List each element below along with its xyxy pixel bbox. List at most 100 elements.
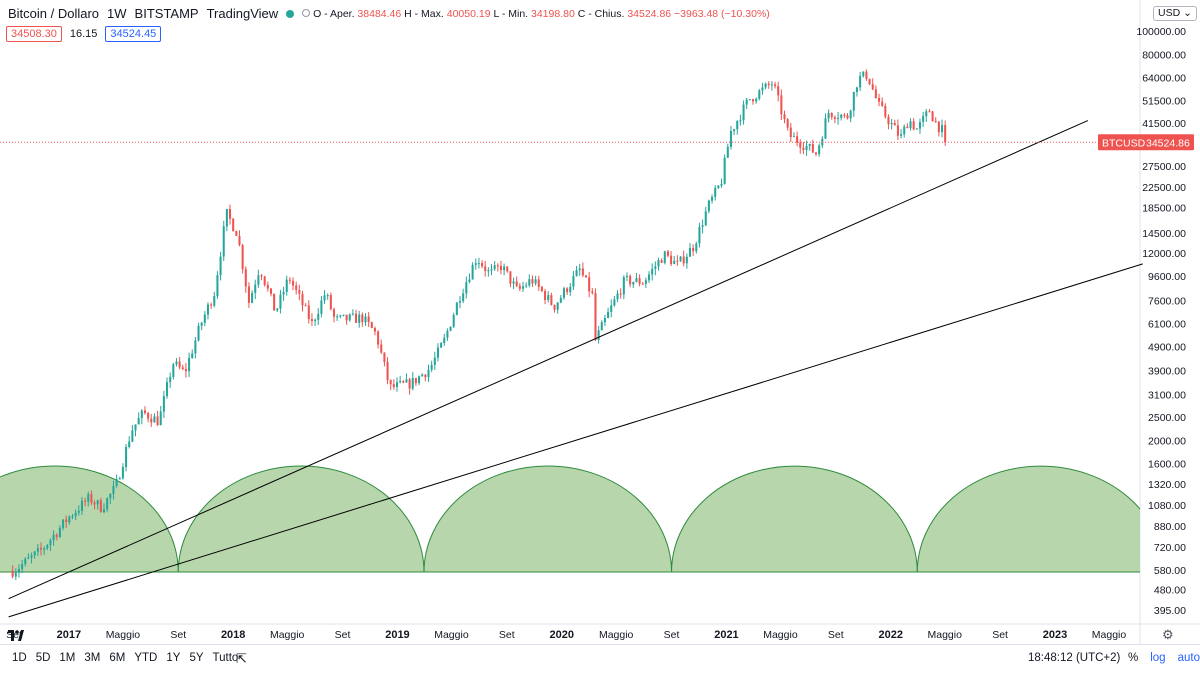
- candle[interactable]: [238, 230, 241, 247]
- price-chart[interactable]: BTCUSD 34524.86100000.0080000.0064000.005…: [0, 0, 1200, 644]
- candle[interactable]: [33, 550, 36, 559]
- cycle-arc-shape[interactable]: [0, 465, 179, 573]
- candle[interactable]: [468, 273, 471, 284]
- candle[interactable]: [562, 286, 565, 300]
- candle[interactable]: [310, 313, 313, 326]
- candle[interactable]: [871, 78, 874, 91]
- candle[interactable]: [736, 120, 739, 135]
- candle[interactable]: [295, 281, 298, 295]
- candle[interactable]: [912, 118, 915, 131]
- candle[interactable]: [654, 261, 657, 276]
- candle[interactable]: [789, 122, 792, 142]
- candle[interactable]: [792, 132, 795, 138]
- candle[interactable]: [197, 322, 200, 342]
- candle[interactable]: [241, 243, 244, 274]
- candle[interactable]: [427, 364, 430, 382]
- candle[interactable]: [874, 85, 877, 99]
- candle[interactable]: [87, 491, 90, 507]
- candle[interactable]: [688, 243, 692, 257]
- candle[interactable]: [263, 275, 266, 287]
- candle[interactable]: [317, 308, 320, 325]
- candle[interactable]: [52, 530, 55, 546]
- candle[interactable]: [102, 503, 106, 514]
- candle[interactable]: [370, 321, 373, 329]
- candle[interactable]: [770, 81, 773, 91]
- candle[interactable]: [314, 318, 317, 327]
- candle[interactable]: [833, 115, 836, 124]
- candle[interactable]: [298, 284, 301, 301]
- candle[interactable]: [251, 290, 254, 304]
- candle[interactable]: [411, 372, 414, 391]
- candle[interactable]: [594, 288, 597, 342]
- candle[interactable]: [395, 377, 399, 392]
- candle[interactable]: [229, 204, 232, 225]
- candle[interactable]: [222, 220, 225, 261]
- candle[interactable]: [884, 103, 887, 119]
- candle[interactable]: [619, 288, 622, 299]
- candle[interactable]: [68, 515, 71, 525]
- candle[interactable]: [906, 123, 909, 129]
- candle[interactable]: [181, 364, 184, 371]
- candle[interactable]: [405, 373, 408, 383]
- cycle-arc[interactable]: [671, 465, 918, 573]
- candle[interactable]: [673, 256, 676, 265]
- candle[interactable]: [11, 565, 14, 579]
- candle[interactable]: [588, 271, 591, 298]
- candle[interactable]: [232, 217, 235, 232]
- candle[interactable]: [692, 244, 695, 256]
- timeframe-5d[interactable]: 5D: [35, 652, 51, 664]
- candle[interactable]: [666, 250, 669, 258]
- candle[interactable]: [755, 97, 758, 104]
- candle[interactable]: [471, 262, 474, 280]
- candle[interactable]: [641, 281, 644, 285]
- candle[interactable]: [326, 293, 329, 300]
- candle[interactable]: [194, 336, 197, 359]
- candle[interactable]: [893, 119, 896, 126]
- candle[interactable]: [827, 109, 830, 123]
- candle[interactable]: [17, 564, 20, 578]
- candle[interactable]: [55, 533, 58, 541]
- candle[interactable]: [613, 295, 616, 307]
- candle[interactable]: [367, 312, 370, 327]
- candle[interactable]: [62, 519, 65, 531]
- calendar-range-icon[interactable]: ⇱: [236, 651, 247, 666]
- candle[interactable]: [915, 128, 918, 130]
- timeframe-1m[interactable]: 1M: [59, 652, 76, 664]
- candle[interactable]: [799, 139, 802, 154]
- candle[interactable]: [515, 276, 518, 288]
- candle[interactable]: [121, 463, 124, 480]
- candle[interactable]: [465, 276, 468, 299]
- candle[interactable]: [58, 525, 61, 539]
- candle[interactable]: [449, 326, 452, 332]
- candle[interactable]: [99, 497, 102, 513]
- candle[interactable]: [802, 141, 805, 155]
- candle[interactable]: [607, 307, 610, 319]
- symbol-name[interactable]: Bitcoin / Dollaro: [8, 6, 100, 21]
- candle[interactable]: [184, 362, 187, 378]
- candle[interactable]: [814, 152, 818, 157]
- candle[interactable]: [210, 302, 213, 310]
- candle[interactable]: [96, 499, 99, 510]
- candle[interactable]: [140, 409, 143, 425]
- candle[interactable]: [852, 91, 855, 117]
- candle[interactable]: [597, 326, 600, 344]
- candle[interactable]: [159, 406, 162, 426]
- sell-price-button[interactable]: 34508.30: [6, 26, 62, 42]
- candle[interactable]: [235, 230, 238, 237]
- auto-scale-button[interactable]: auto: [1177, 652, 1200, 664]
- timeframe-1y[interactable]: 1Y: [166, 652, 181, 664]
- candle[interactable]: [496, 263, 499, 272]
- candle[interactable]: [837, 111, 840, 125]
- candle[interactable]: [720, 178, 723, 188]
- candle[interactable]: [276, 308, 279, 313]
- percent-scale-button[interactable]: %: [1128, 652, 1139, 664]
- candle[interactable]: [257, 269, 260, 288]
- candle[interactable]: [717, 185, 720, 190]
- timeframe-ytd[interactable]: YTD: [134, 652, 158, 664]
- candle[interactable]: [726, 143, 729, 158]
- candle[interactable]: [39, 542, 43, 556]
- gear-icon[interactable]: ⚙: [1162, 627, 1174, 642]
- candle[interactable]: [175, 358, 178, 367]
- candle[interactable]: [796, 131, 799, 147]
- candle[interactable]: [512, 277, 515, 290]
